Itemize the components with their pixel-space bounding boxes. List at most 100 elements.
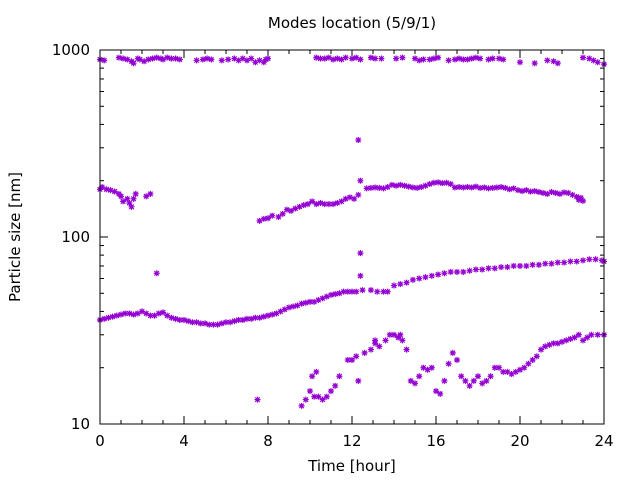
- data-point: [594, 59, 601, 66]
- data-point: [107, 187, 114, 194]
- data-point: [160, 309, 166, 316]
- x-tick-label: 4: [179, 432, 189, 450]
- data-point: [458, 373, 465, 380]
- x-tick-label: 16: [426, 432, 445, 450]
- data-point: [485, 56, 492, 63]
- data-point: [374, 288, 381, 295]
- data-point: [380, 185, 387, 192]
- data-point: [130, 60, 137, 67]
- data-point: [286, 304, 292, 311]
- x-tick-label: 24: [594, 432, 613, 450]
- data-point: [367, 184, 374, 191]
- data-point: [380, 288, 387, 295]
- data-point: [554, 259, 561, 266]
- data-point: [197, 320, 204, 327]
- data-point: [256, 314, 263, 321]
- data-point: [132, 190, 139, 197]
- data-point: [145, 56, 152, 63]
- data-point: [172, 55, 179, 62]
- data-point: [357, 250, 364, 257]
- data-point: [483, 377, 490, 384]
- data-point: [361, 349, 368, 356]
- data-point: [435, 179, 442, 186]
- data-point: [334, 55, 341, 62]
- data-point: [202, 320, 208, 327]
- data-point: [265, 215, 271, 222]
- data-point: [567, 258, 574, 265]
- data-point: [510, 262, 517, 269]
- data-point: [506, 186, 513, 193]
- data-point: [206, 321, 213, 328]
- data-point: [157, 55, 164, 62]
- data-point: [302, 396, 309, 403]
- data-point: [147, 312, 154, 319]
- data-point: [111, 188, 118, 195]
- chart-title: Modes location (5/9/1): [268, 14, 436, 32]
- data-point: [109, 313, 116, 320]
- data-point: [586, 55, 593, 62]
- data-point: [382, 337, 389, 344]
- data-point: [422, 274, 429, 281]
- data-point: [447, 181, 454, 188]
- data-point: [479, 380, 486, 387]
- data-point: [210, 321, 217, 328]
- data-point: [472, 183, 479, 190]
- data-point: [399, 337, 406, 344]
- data-point: [481, 184, 488, 191]
- data-point: [336, 290, 343, 297]
- data-point: [424, 366, 431, 373]
- data-point: [269, 212, 276, 219]
- data-point: [153, 270, 160, 277]
- data-point: [103, 186, 110, 193]
- data-point: [493, 184, 500, 191]
- data-point: [372, 184, 379, 191]
- data-point: [552, 189, 559, 196]
- data-point: [252, 59, 259, 66]
- data-point: [435, 271, 442, 278]
- data-point: [214, 321, 221, 328]
- data-point: [428, 272, 435, 279]
- data-point: [317, 55, 324, 62]
- data-point: [561, 259, 568, 266]
- data-point: [451, 184, 458, 191]
- data-point: [508, 371, 515, 378]
- data-point: [531, 60, 538, 67]
- data-point: [208, 56, 215, 63]
- data-point: [460, 184, 467, 191]
- data-point: [252, 314, 259, 321]
- data-point: [315, 297, 322, 304]
- data-point: [115, 54, 122, 61]
- data-point: [346, 194, 353, 201]
- data-point: [149, 55, 156, 62]
- data-point: [231, 55, 238, 62]
- data-point: [477, 184, 484, 191]
- data-point: [544, 190, 551, 197]
- data-point: [412, 380, 418, 387]
- data-point: [105, 314, 112, 321]
- data-point: [367, 346, 374, 353]
- data-point: [275, 213, 282, 220]
- data-point: [328, 388, 334, 395]
- data-point: [151, 312, 158, 319]
- data-point: [256, 57, 263, 64]
- data-point: [323, 393, 330, 400]
- data-point: [248, 55, 255, 62]
- data-point: [496, 364, 502, 371]
- x-tick-label: 8: [263, 432, 273, 450]
- data-point: [489, 184, 496, 191]
- data-point: [153, 54, 160, 61]
- data-point: [124, 195, 131, 202]
- data-point: [550, 340, 557, 347]
- data-point: [456, 55, 463, 62]
- data-point: [315, 393, 322, 400]
- data-point: [298, 300, 305, 307]
- data-point: [468, 55, 475, 62]
- data-point: [172, 315, 179, 322]
- data-point: [393, 182, 400, 189]
- data-point: [464, 184, 471, 191]
- data-point: [204, 55, 211, 62]
- data-point: [580, 257, 586, 264]
- data-point: [143, 310, 150, 317]
- data-point: [416, 275, 423, 282]
- data-point: [540, 189, 547, 196]
